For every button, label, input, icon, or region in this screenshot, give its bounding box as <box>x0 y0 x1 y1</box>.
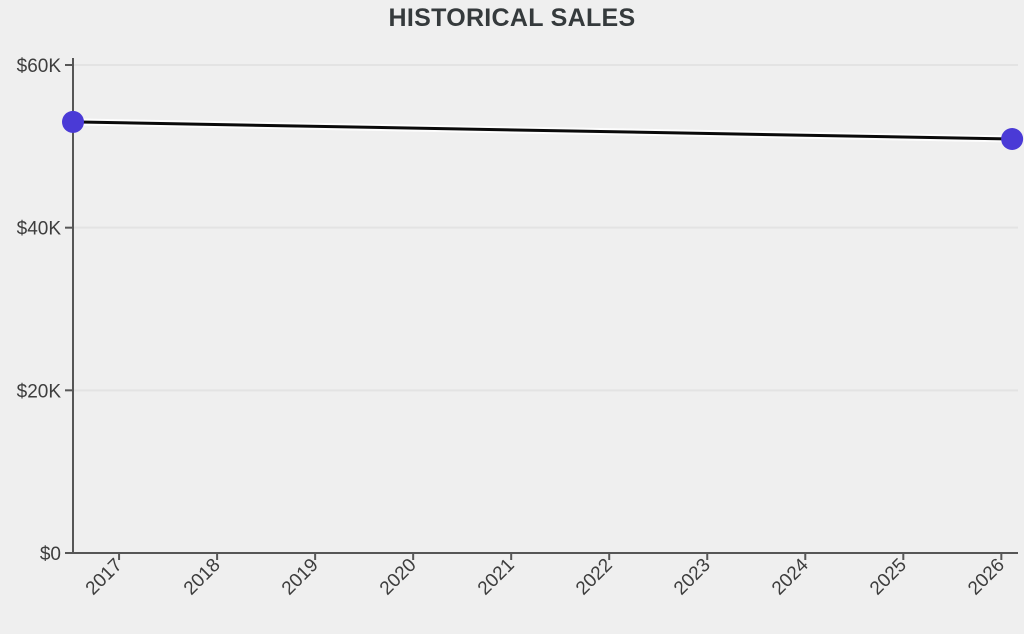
y-tick-label: $0 <box>40 544 61 565</box>
x-tick-label: 2026 <box>964 555 1009 600</box>
x-tick-label: 2021 <box>474 555 519 600</box>
y-tick-label: $20K <box>17 381 62 402</box>
x-tick-label: 2019 <box>278 555 323 600</box>
x-tick-label: 2017 <box>82 555 127 600</box>
x-tick-label: 2022 <box>572 555 617 600</box>
data-point[interactable] <box>1001 128 1024 151</box>
x-tick-label: 2024 <box>768 554 813 599</box>
chart-title: HISTORICAL SALES <box>388 4 636 32</box>
x-tick-label: 2018 <box>180 555 225 600</box>
y-tick-label: $60K <box>17 56 62 77</box>
x-tick-label: 2023 <box>670 555 715 600</box>
x-tick-label: 2020 <box>376 555 421 600</box>
y-tick-label: $40K <box>17 219 62 240</box>
x-tick-label: 2025 <box>866 555 911 600</box>
series-line <box>72 120 1013 141</box>
data-point[interactable] <box>62 110 84 133</box>
